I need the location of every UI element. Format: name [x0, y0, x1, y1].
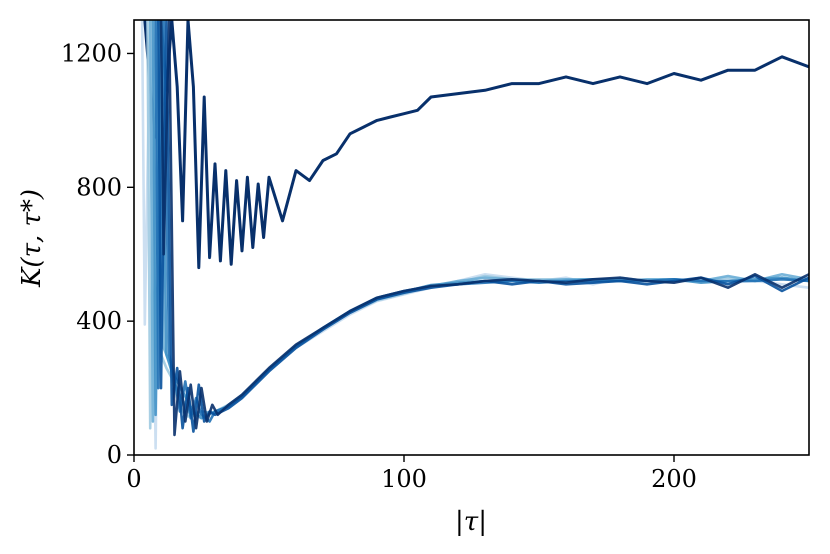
ticks-layer: 0 100 200 0 400 800 1200: [61, 39, 697, 493]
series-line-0: [143, 20, 809, 270]
x-tick-label: 200: [651, 465, 697, 493]
series-line-7: [159, 20, 809, 437]
y-tick-label: 0: [107, 441, 122, 469]
plot-frame: [133, 19, 810, 456]
y-tick-label: 1200: [61, 39, 122, 67]
series-line-2: [146, 20, 809, 430]
series-line-6: [157, 20, 809, 433]
x-tick-label: 100: [381, 465, 427, 493]
x-axis-label: |τ|: [455, 507, 487, 537]
x-tick-label: 0: [126, 465, 141, 493]
series-line-3: [148, 20, 809, 423]
y-axis-label: K(τ, τ*): [17, 189, 47, 288]
y-tick-label: 400: [76, 307, 122, 335]
series-layer: [140, 20, 809, 450]
y-tick-label: 800: [76, 173, 122, 201]
